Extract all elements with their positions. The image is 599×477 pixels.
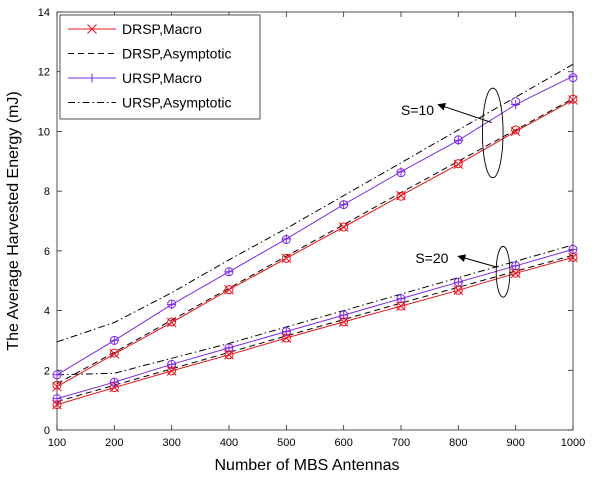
series-lines: [56, 63, 574, 406]
circle-marker: [396, 301, 406, 311]
circle-marker: [281, 253, 291, 263]
y-tick-label: 2: [44, 365, 50, 377]
circle-marker: [52, 370, 62, 380]
annotation-ellipse: [495, 245, 511, 298]
annotation-label: S=10: [401, 102, 434, 118]
y-tick-label: 10: [38, 126, 50, 138]
legend-entry-label: URSP,Macro: [122, 70, 202, 86]
x-tick-label: 900: [506, 437, 524, 449]
circle-marker: [167, 317, 177, 327]
x-marker: [109, 349, 120, 359]
y-tick-label: 4: [44, 306, 50, 318]
circle-marker: [224, 350, 234, 360]
circle-marker: [511, 261, 521, 271]
legend-swatch-marker: [87, 73, 97, 83]
legend-swatch-marker: [87, 24, 97, 34]
circle-marker: [511, 125, 521, 135]
annotations: S=10 S=20: [401, 87, 511, 298]
plot-axes: 100 200 300 400 500 600 700 800 900 1000 0 2 4 6 8 10 12…: [38, 7, 585, 449]
circle-marker: [453, 159, 463, 169]
series-line: [56, 75, 574, 376]
y-tick-label: 6: [44, 246, 50, 258]
plot-frame: [56, 11, 574, 431]
circle-marker: [52, 394, 62, 404]
circle-marker: [396, 191, 406, 201]
series-line: [56, 63, 574, 343]
x-tick-label: 800: [449, 437, 467, 449]
circle-marker: [568, 73, 578, 83]
x-tick-label: 300: [162, 437, 180, 449]
y-tick-label: 12: [38, 67, 50, 79]
annotation-ellipse: [481, 87, 504, 179]
circle-marker: [339, 317, 349, 327]
circle-marker: [109, 335, 119, 345]
y-tick-label: 0: [44, 425, 50, 437]
legend-entry-label: DRSP,Asymptotic: [122, 46, 231, 62]
circle-marker: [339, 310, 349, 320]
plus-marker: [568, 244, 578, 254]
circle-marker: [281, 333, 291, 343]
series-markers: [52, 71, 578, 410]
x-tick-label: 500: [277, 437, 295, 449]
x-marker: [568, 95, 578, 105]
circle-marker: [224, 343, 234, 353]
circle-marker: [224, 267, 234, 277]
y-tick-label: 8: [44, 186, 50, 198]
circle-marker: [339, 222, 349, 232]
x-marker: [510, 126, 521, 137]
circle-marker: [281, 326, 291, 336]
circle-marker: [167, 299, 177, 309]
circle-marker: [167, 366, 177, 376]
circle-marker: [511, 97, 521, 107]
plus-marker: [52, 394, 62, 404]
series-line: [56, 244, 574, 376]
circle-marker: [511, 268, 521, 278]
circle-marker: [453, 135, 463, 145]
x-tick-label: 700: [392, 437, 410, 449]
plus-marker: [224, 267, 234, 277]
circle-marker: [224, 285, 234, 295]
legend: DRSP,Macro DRSP,Asymptotic URSP,Macro URSP,…: [59, 14, 261, 120]
x-tick-label: 200: [105, 437, 123, 449]
y-axis-label: The Average Harvested Energy (mJ): [5, 91, 22, 350]
plus-marker: [339, 200, 349, 210]
circle-marker: [339, 200, 349, 210]
plus-marker: [52, 370, 62, 380]
legend-box: [59, 14, 261, 120]
circle-marker: [52, 380, 62, 390]
annotation-arrow: [457, 254, 498, 268]
circle-marker: [109, 348, 119, 358]
legend-entry-label: URSP,Asymptotic: [122, 95, 231, 111]
circle-marker: [453, 285, 463, 295]
circle-marker: [281, 235, 291, 245]
y-tick-label: 14: [38, 7, 50, 19]
plus-marker: [109, 335, 119, 345]
x-tick-label: 400: [220, 437, 238, 449]
plus-marker: [109, 377, 119, 387]
series-line: [56, 256, 574, 406]
series-line: [56, 98, 574, 385]
plus-marker: [453, 277, 463, 287]
circle-marker: [568, 94, 578, 104]
circle-marker: [109, 377, 119, 387]
annotation-label: S=20: [415, 250, 448, 266]
series-line: [56, 248, 574, 400]
circle-marker: [52, 400, 62, 410]
x-tick-label: 100: [48, 437, 66, 449]
circle-marker: [167, 359, 177, 369]
circle-marker: [568, 252, 578, 262]
x-axis-label: Number of MBS Antennas: [215, 457, 400, 474]
series-line: [56, 99, 574, 388]
circle-marker: [396, 294, 406, 304]
circle-marker: [109, 383, 119, 393]
x-tick-label: 1000: [561, 437, 585, 449]
legend-entry-label: DRSP,Macro: [122, 21, 202, 37]
annotation-arrow: [437, 102, 492, 123]
x-tick-label: 600: [334, 437, 352, 449]
circle-marker: [396, 168, 406, 178]
x-marker: [52, 381, 62, 392]
